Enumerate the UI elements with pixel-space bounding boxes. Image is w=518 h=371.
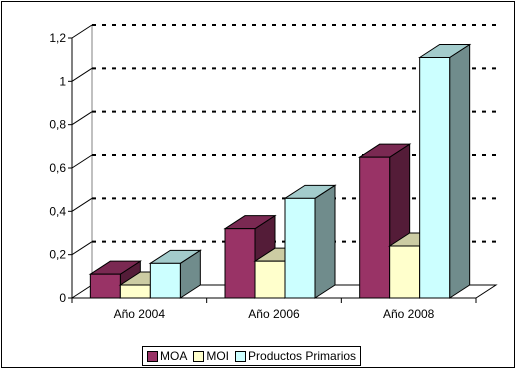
legend-item-moi: MOI xyxy=(193,349,229,363)
bar-año-2006-moi xyxy=(255,261,285,298)
legend-item-productos-primarios: Productos Primarios xyxy=(235,349,356,363)
legend-swatch-moa xyxy=(147,351,158,362)
legend-item-moa: MOA xyxy=(147,349,187,363)
legend-swatch-moi xyxy=(193,351,204,362)
bar-año-2008-productos-primarios-side xyxy=(450,45,470,299)
legend-label-productos-primarios: Productos Primarios xyxy=(248,349,356,363)
gridline-link-4 xyxy=(72,112,92,125)
legend-swatch-productos-primarios xyxy=(235,351,246,362)
bar-año-2006-productos-primarios-side xyxy=(315,185,335,298)
y-tick-label-3: 0,6 xyxy=(49,161,66,175)
y-tick-label-2: 0,4 xyxy=(49,204,66,218)
bar-año-2008-productos-primarios xyxy=(420,58,450,299)
bar-año-2008-moa xyxy=(360,157,390,298)
y-tick-label-5: 1 xyxy=(59,74,66,88)
gridline-link-5 xyxy=(72,68,92,81)
bar-año-2006-moa xyxy=(225,229,255,298)
gridline-link-2 xyxy=(72,198,92,211)
x-tick-label-1: Año 2006 xyxy=(248,307,300,321)
y-tick-label-4: 0,8 xyxy=(49,118,66,132)
chart-plot: 0 0,2 0,4 0,6 0,8 1 1,2 Año 2004 Año 2006 Año 200… xyxy=(2,2,514,367)
y-tick-label-6: 1,2 xyxy=(49,31,66,45)
gridline-link-1 xyxy=(72,242,92,255)
bar-año-2004-moa xyxy=(90,274,120,298)
y-tick-label-1: 0,2 xyxy=(49,248,66,262)
bar-año-2006-productos-primarios xyxy=(285,198,315,298)
x-tick-label-2: Año 2008 xyxy=(383,307,435,321)
legend: MOA MOI Productos Primarios xyxy=(142,346,361,366)
bar-año-2008-moi xyxy=(390,246,420,298)
y-tick-label-0: 0 xyxy=(59,291,66,305)
bar-año-2004-productos-primarios xyxy=(150,263,180,298)
x-tick-label-0: Año 2004 xyxy=(114,307,166,321)
legend-label-moi: MOI xyxy=(206,349,229,363)
gridline-link-6 xyxy=(72,25,92,38)
gridline-link-3 xyxy=(72,155,92,168)
legend-label-moa: MOA xyxy=(160,349,187,363)
bar-año-2004-moi xyxy=(120,285,150,298)
